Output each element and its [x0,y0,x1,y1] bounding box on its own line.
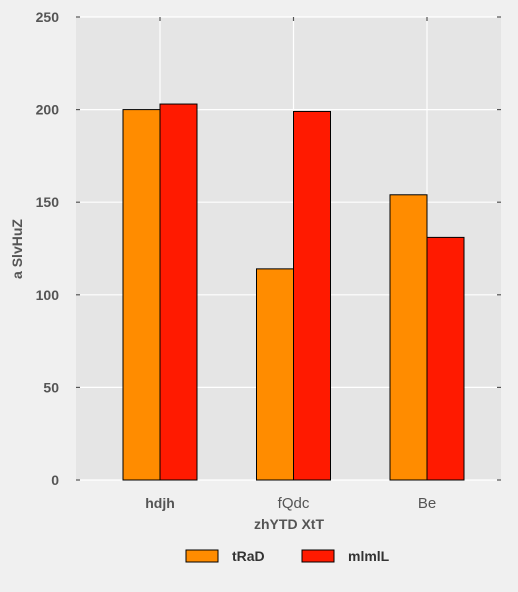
bar-tRaD-Be [389,194,428,481]
bar-mlmlL-fQdc [293,110,331,481]
x-tick-label: hdjh [145,495,175,511]
y-tick-label: 200 [36,102,60,118]
y-tick-label: 250 [36,9,60,25]
bar-mlmlL-hdjh [159,103,198,481]
bar-mlmlL-Be [426,236,465,481]
y-tick-label: 150 [36,194,60,210]
y-tick-label: 50 [43,379,59,395]
y-tick-label: 100 [36,287,60,303]
x-tick-labels: hdjh fQdc Be [145,495,436,512]
y-axis-label: a SlvHuZ [9,219,25,279]
x-tick-label: fQdc [278,495,310,512]
x-tick-label: Be [418,495,436,512]
y-tick-labels: 0 50 100 150 200 250 [36,9,60,488]
y-tick-label: 0 [51,472,59,488]
bars [122,103,465,481]
legend-swatch-mlmlL [301,549,335,563]
legend-label-tRaD: tRaD [232,548,265,564]
bar-tRaD-hdjh [122,109,161,481]
legend: tRaD mlmlL [185,548,390,564]
x-axis-label: zhYTD XtT [254,516,324,532]
legend-swatch-tRaD [185,549,219,563]
bar-tRaD-fQdc [256,268,294,481]
legend-label-mlmlL: mlmlL [348,548,390,564]
